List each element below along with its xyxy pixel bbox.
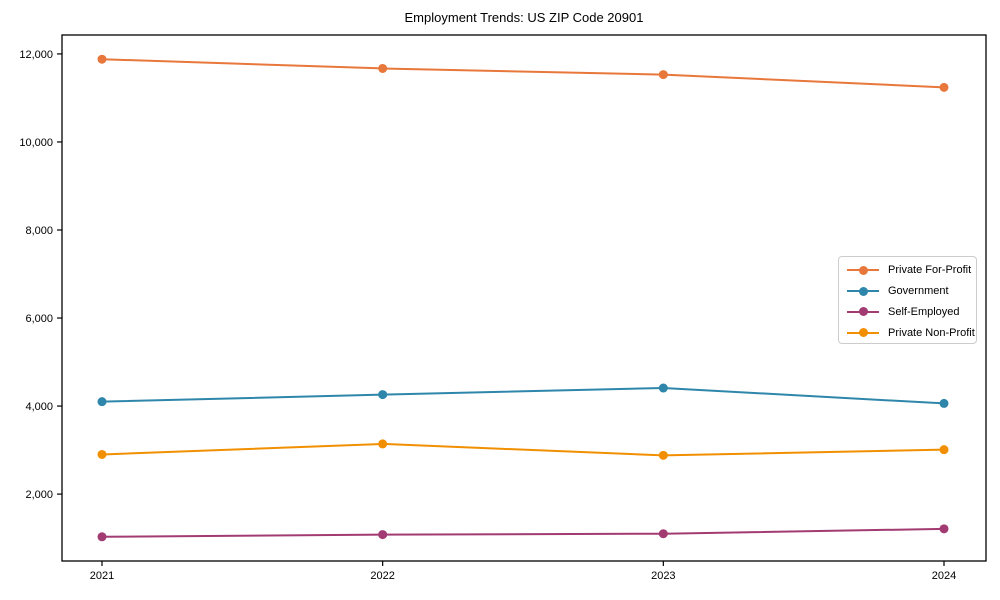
data-point-marker xyxy=(939,82,949,92)
series-line xyxy=(101,58,945,89)
line-marker-icon xyxy=(847,265,879,275)
y-tick-label: 6,000 xyxy=(25,313,53,325)
data-point-marker xyxy=(378,530,388,540)
legend-label: Private Non-Profit xyxy=(888,326,975,339)
x-tick-label: 2022 xyxy=(370,570,394,582)
data-point-marker xyxy=(97,449,107,459)
line-marker-icon xyxy=(847,307,879,317)
legend-label: Self-Employed xyxy=(888,305,960,318)
line-marker-icon xyxy=(847,286,879,296)
data-point-marker xyxy=(939,445,949,455)
legend-item-self-employed: Self-Employed xyxy=(847,302,976,322)
legend-item-private-non-profit: Private Non-Profit xyxy=(847,323,976,343)
chart-title: Employment Trends: US ZIP Code 20901 xyxy=(404,10,644,25)
plot-border xyxy=(61,34,987,562)
legend-label: Private For-Profit xyxy=(888,264,972,277)
legend-item-private-for-profit: Private For-Profit xyxy=(847,260,976,280)
y-tick-label: 4,000 xyxy=(25,401,53,413)
y-tick-label: 2,000 xyxy=(25,489,53,501)
data-point-marker xyxy=(658,70,668,80)
legend-label: Government xyxy=(888,285,949,298)
legend: Private For-Profit Government Self-Emplo… xyxy=(838,256,977,344)
data-point-marker xyxy=(658,529,668,539)
data-point-marker xyxy=(97,397,107,407)
y-tick-label: 8,000 xyxy=(25,225,53,237)
legend-item-government: Government xyxy=(847,281,976,301)
series-line xyxy=(101,527,945,538)
line-marker-icon xyxy=(847,328,879,338)
data-point-marker xyxy=(97,54,107,64)
data-point-marker xyxy=(378,390,388,400)
data-point-marker xyxy=(97,532,107,542)
data-point-marker xyxy=(939,398,949,408)
data-point-marker xyxy=(658,450,668,460)
y-tick-label: 10,000 xyxy=(19,137,53,149)
data-point-marker xyxy=(378,63,388,73)
x-tick-label: 2024 xyxy=(932,570,956,582)
series-line xyxy=(101,442,945,457)
data-point-marker xyxy=(939,524,949,534)
y-tick-label: 12,000 xyxy=(19,49,53,61)
series-line xyxy=(101,387,945,405)
x-tick-label: 2021 xyxy=(90,570,114,582)
x-tick-label: 2023 xyxy=(651,570,675,582)
data-point-marker xyxy=(378,439,388,449)
data-point-marker xyxy=(658,383,668,393)
